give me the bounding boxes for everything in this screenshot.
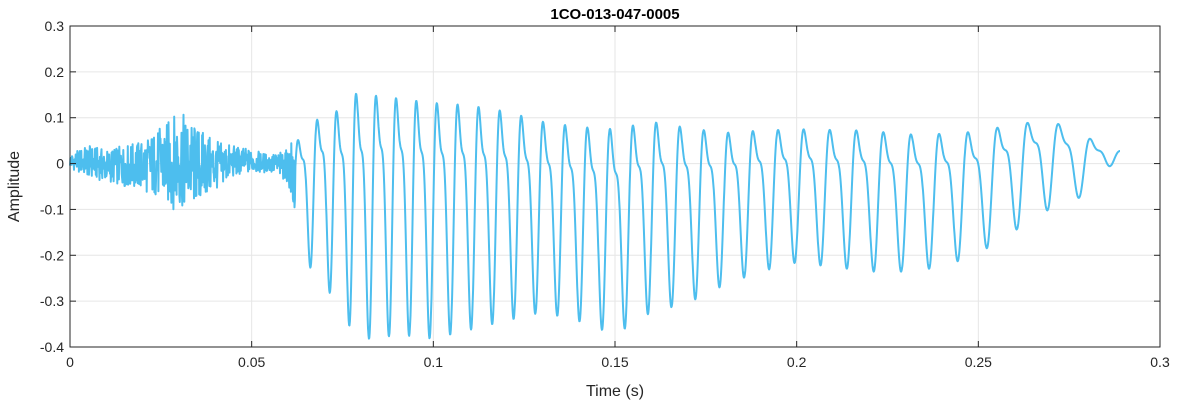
x-tick-label: 0.25: [965, 354, 992, 370]
y-tick-label: 0: [56, 156, 64, 172]
x-tick-label: 0.1: [424, 354, 444, 370]
x-tick-label: 0.2: [787, 354, 807, 370]
y-tick-label: -0.3: [40, 293, 64, 309]
x-tick-label: 0.15: [601, 354, 628, 370]
y-tick-label: -0.1: [40, 201, 64, 217]
series-line: [69, 92, 1121, 340]
y-tick-label: 0.3: [45, 18, 65, 34]
x-tick-label: 0: [66, 354, 74, 370]
x-axis-label: Time (s): [586, 383, 644, 400]
ticks: 0 0.05 0.1 0.15 0.2 0.25 0.3 -0.4 -0.3 -0.2 -0.1 0 0…: [40, 18, 1170, 370]
y-tick-label: 0.1: [45, 110, 65, 126]
y-tick-label: -0.4: [40, 339, 64, 355]
x-tick-label: 0.05: [238, 354, 265, 370]
x-tick-label: 0.3: [1150, 354, 1170, 370]
signal: [69, 92, 1121, 340]
y-tick-label: 0.2: [45, 64, 65, 80]
y-axis-label: Amplitude: [6, 151, 23, 222]
y-tick-label: -0.2: [40, 247, 64, 263]
chart-title: 1CO-013-047-0005: [550, 6, 679, 23]
